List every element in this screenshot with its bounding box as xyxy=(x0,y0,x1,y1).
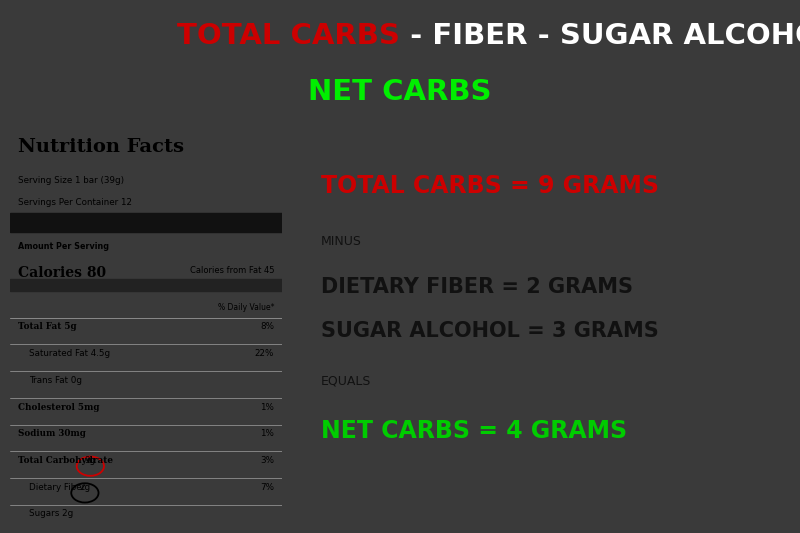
Text: SUGAR ALCOHOL = 3 GRAMS: SUGAR ALCOHOL = 3 GRAMS xyxy=(321,321,659,341)
Text: MINUS: MINUS xyxy=(321,235,362,248)
Text: EQUALS: EQUALS xyxy=(321,375,371,387)
Text: Sugars 2g: Sugars 2g xyxy=(29,510,73,519)
Text: - FIBER - SUGAR ALCOHOL =: - FIBER - SUGAR ALCOHOL = xyxy=(400,22,800,51)
Text: Sodium 30mg: Sodium 30mg xyxy=(18,429,86,438)
Text: TOTAL CARBS = 9 GRAMS: TOTAL CARBS = 9 GRAMS xyxy=(321,174,659,198)
Text: 8%: 8% xyxy=(260,322,274,332)
Text: Dietary Fiber: Dietary Fiber xyxy=(29,483,85,492)
Text: Total Carbohydrate: Total Carbohydrate xyxy=(18,456,113,465)
Text: 9g: 9g xyxy=(85,456,96,465)
Text: Total Fat 5g: Total Fat 5g xyxy=(18,322,77,332)
Text: Trans Fat 0g: Trans Fat 0g xyxy=(29,376,82,385)
Bar xyxy=(10,213,282,232)
Text: TOTAL CARBS: TOTAL CARBS xyxy=(177,22,400,51)
Text: 1%: 1% xyxy=(260,429,274,438)
Text: Calories from Fat 45: Calories from Fat 45 xyxy=(190,266,274,275)
Text: Serving Size 1 bar (39g): Serving Size 1 bar (39g) xyxy=(18,176,124,185)
Text: 2g: 2g xyxy=(79,483,90,492)
Text: 22%: 22% xyxy=(255,349,274,358)
Text: 7%: 7% xyxy=(260,483,274,492)
Text: Calories 80: Calories 80 xyxy=(18,266,106,280)
Text: Amount Per Serving: Amount Per Serving xyxy=(18,243,109,252)
Text: NET CARBS = 4 GRAMS: NET CARBS = 4 GRAMS xyxy=(321,419,627,443)
Text: NET CARBS: NET CARBS xyxy=(308,78,492,107)
Text: Saturated Fat 4.5g: Saturated Fat 4.5g xyxy=(29,349,110,358)
Text: 3%: 3% xyxy=(260,456,274,465)
Text: DIETARY FIBER = 2 GRAMS: DIETARY FIBER = 2 GRAMS xyxy=(321,277,633,297)
Text: 1%: 1% xyxy=(260,402,274,411)
Bar xyxy=(10,279,282,292)
Text: Servings Per Container 12: Servings Per Container 12 xyxy=(18,198,132,207)
Text: Nutrition Facts: Nutrition Facts xyxy=(18,138,184,156)
Text: Cholesterol 5mg: Cholesterol 5mg xyxy=(18,402,99,411)
Text: % Daily Value*: % Daily Value* xyxy=(218,303,274,312)
